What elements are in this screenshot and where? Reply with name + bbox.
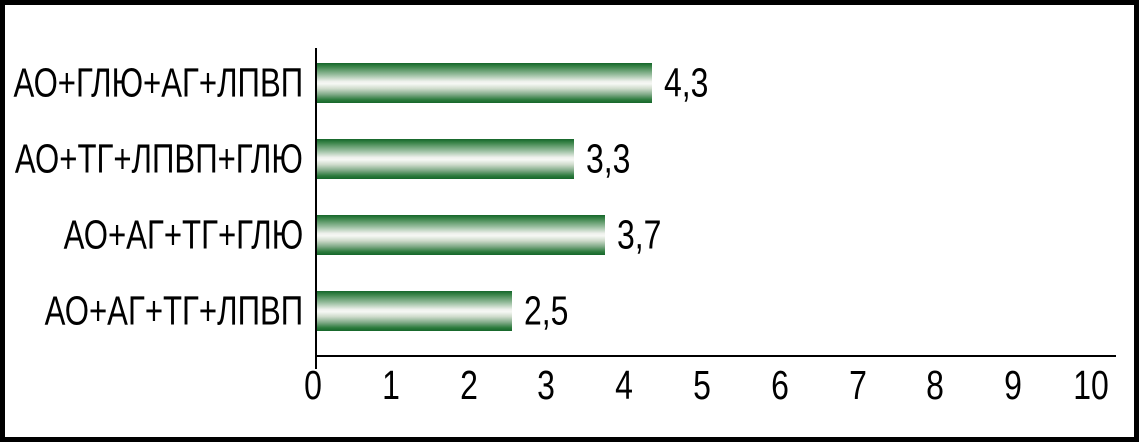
category-label: АО+ТГ+ЛПВП+ГЛЮ — [15, 135, 303, 182]
category-label: АО+АГ+ТГ+ГЛЮ — [63, 211, 303, 258]
bar — [317, 63, 652, 103]
value-label: 3,7 — [616, 211, 662, 258]
x-tick-label: 7 — [848, 362, 867, 408]
value-label: 3,3 — [585, 135, 631, 182]
x-tick-label: 2 — [459, 362, 478, 408]
value-label: 4,3 — [663, 59, 708, 106]
bar — [317, 291, 512, 331]
x-tick-label: 6 — [770, 362, 789, 408]
category-label: АО+АГ+ТГ+ЛПВП — [44, 287, 303, 334]
x-tick-label: 4 — [615, 362, 634, 408]
x-tick-label: 5 — [693, 362, 711, 408]
value-label: 2,5 — [523, 287, 568, 334]
x-tick-label: 1 — [381, 362, 400, 408]
bar — [317, 139, 574, 179]
x-axis-line — [315, 355, 1116, 357]
plot-area: АО+ГЛЮ+АГ+ЛПВП 4,3 АО+ТГ+ЛПВП+ГЛЮ 3,3 АО+АГ+… — [5, 5, 1134, 437]
y-axis-line — [315, 48, 317, 369]
x-tick-label: 3 — [537, 362, 556, 408]
bar — [317, 215, 605, 255]
x-tick-label: 0 — [304, 362, 322, 408]
x-tick-label: 9 — [1004, 362, 1023, 408]
x-tick-label: 8 — [926, 362, 945, 408]
x-tick-label: 10 — [1073, 362, 1109, 408]
category-label: АО+ГЛЮ+АГ+ЛПВП — [13, 59, 303, 106]
